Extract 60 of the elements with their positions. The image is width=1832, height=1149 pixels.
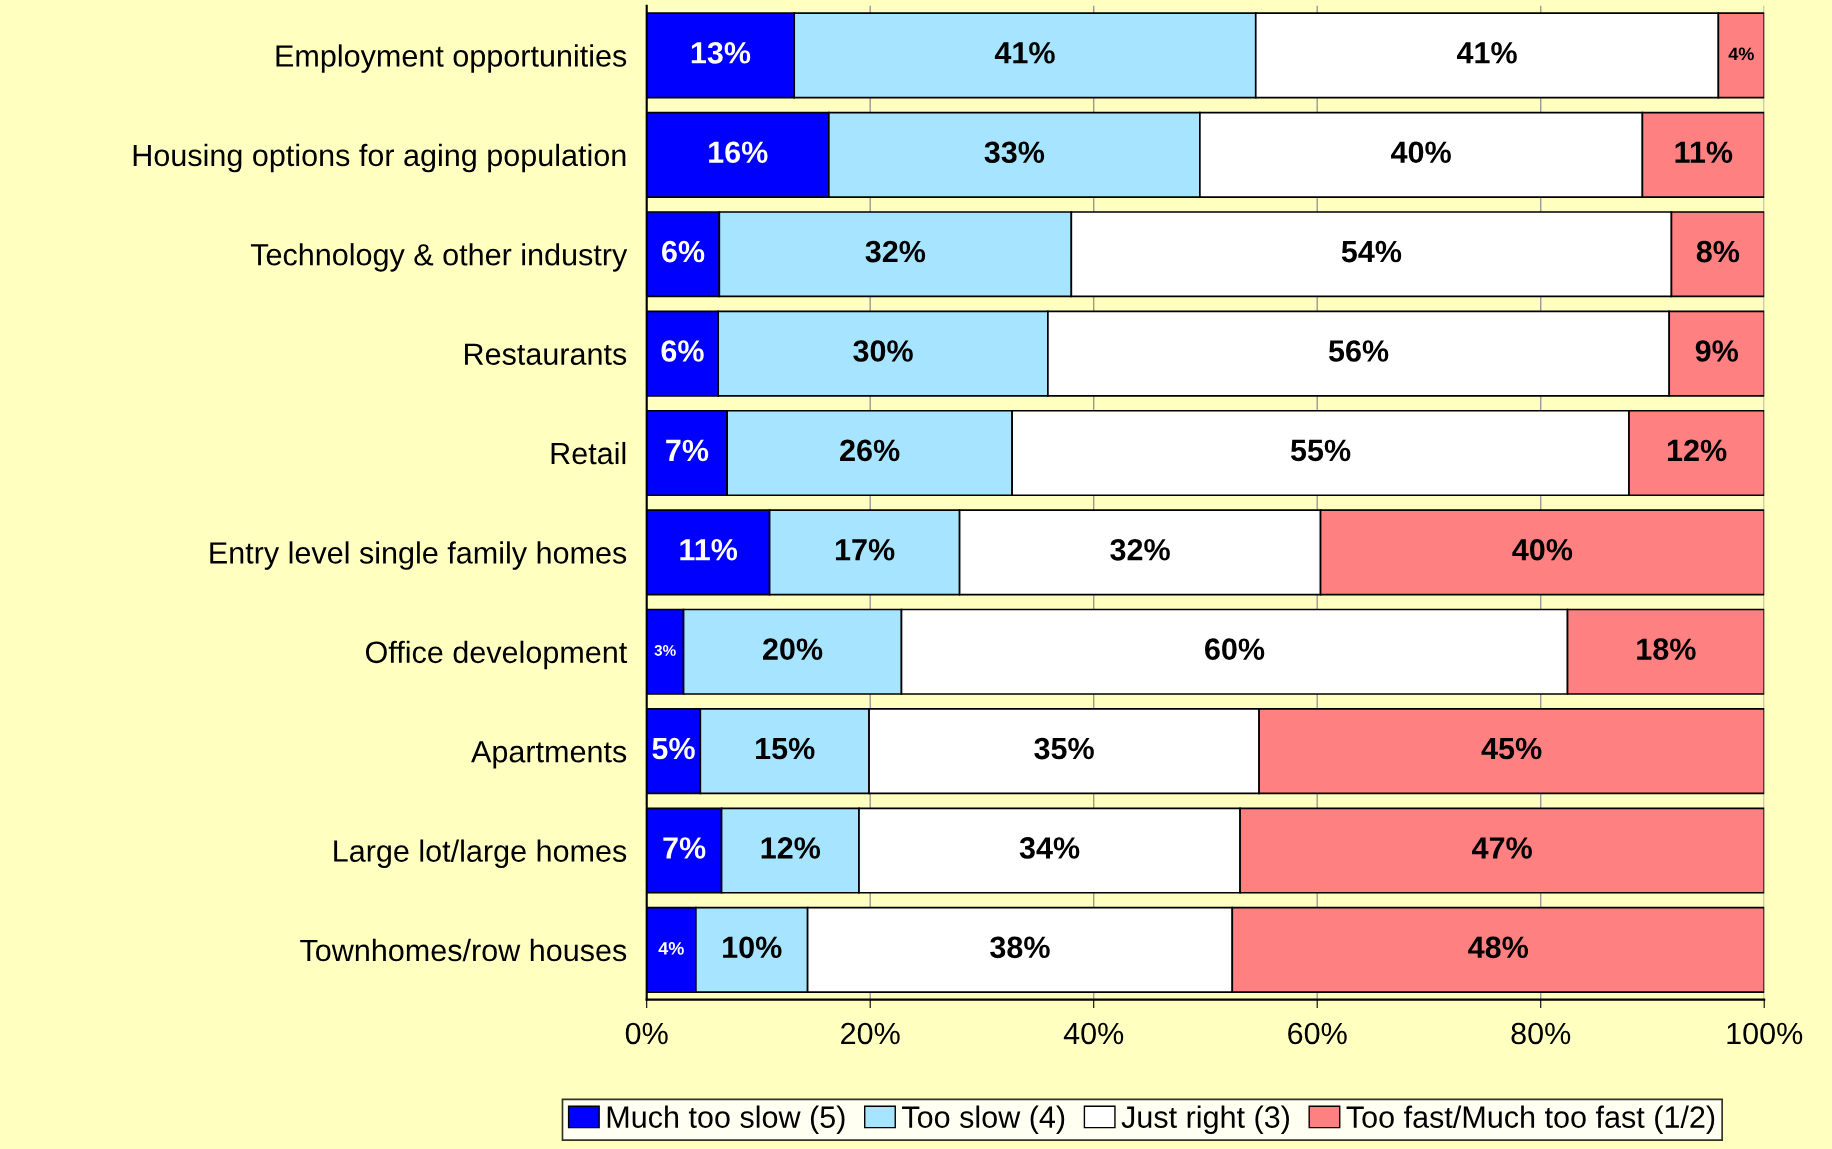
data-label: 33% [984,141,1045,164]
data-label: 48% [1468,936,1529,959]
y-tick-label: Employment opportunities [276,44,627,73]
data-label: 6% [662,240,705,263]
data-label: 20% [763,638,823,660]
data-label: 38% [990,936,1050,959]
y-tick-label: Large lot/large homes [334,839,627,868]
data-label: 35% [1034,737,1094,760]
legend-label: Much too slow (5) [607,1105,845,1134]
data-label: 47% [1472,837,1532,859]
data-label: 11% [1675,141,1733,163]
y-tick-label: Office development [365,640,628,670]
data-label: 34% [1019,837,1080,859]
data-label: 3% [654,645,676,656]
data-label: 30% [853,340,913,362]
data-label: 41% [994,42,1055,64]
y-tick-label: Entry level single family homes [210,541,627,570]
data-label: 7% [666,439,709,462]
x-tick-label: 60% [1288,1022,1347,1045]
y-tick-label: Restaurants [465,343,627,365]
data-label: 5% [652,737,695,760]
data-label: 41% [1456,42,1517,64]
data-label: 11% [680,539,738,561]
x-tick-label: 80% [1511,1022,1571,1045]
data-label: 40% [1391,141,1451,164]
data-label: 10% [723,936,782,959]
data-label: 16% [709,141,768,164]
data-label: 60% [1205,638,1265,660]
data-label: 17% [835,539,895,561]
x-tick-label: 20% [841,1022,900,1045]
data-label: 7% [663,837,706,859]
data-label: 12% [761,837,821,859]
data-label: 54% [1341,240,1402,263]
data-label: 32% [1110,538,1170,561]
data-label: 9% [1695,340,1738,362]
y-tick-label: Retail [551,441,626,465]
data-label: 32% [865,240,926,263]
data-label: 13% [691,42,751,64]
data-label: 26% [840,439,900,462]
data-label: 40% [1512,538,1573,561]
data-label: 8% [1696,240,1740,263]
x-tick-label: 0% [625,1022,668,1045]
data-label: 45% [1481,737,1542,760]
legend-label: Too slow (4) [902,1105,1065,1134]
legend-label: Too fast/Much too fast (1/2) [1346,1105,1715,1134]
x-tick-label: 100% [1727,1022,1803,1045]
y-tick-label: Housing options for aging population [133,143,626,173]
data-label: 4% [1728,47,1754,61]
legend-label: Just right (3) [1121,1105,1289,1134]
data-label: 55% [1290,439,1351,462]
y-tick-label: Townhomes/row houses [300,938,627,962]
data-label: 18% [1637,638,1696,660]
data-label: 6% [661,340,704,362]
data-label: 15% [756,737,815,760]
data-label: 12% [1667,439,1727,462]
data-label: 56% [1328,340,1389,362]
x-tick-label: 40% [1063,1022,1124,1045]
data-label: 4% [658,942,684,955]
y-tick-label: Technology & other industry [250,243,628,272]
y-tick-label: Apartments [471,741,627,769]
